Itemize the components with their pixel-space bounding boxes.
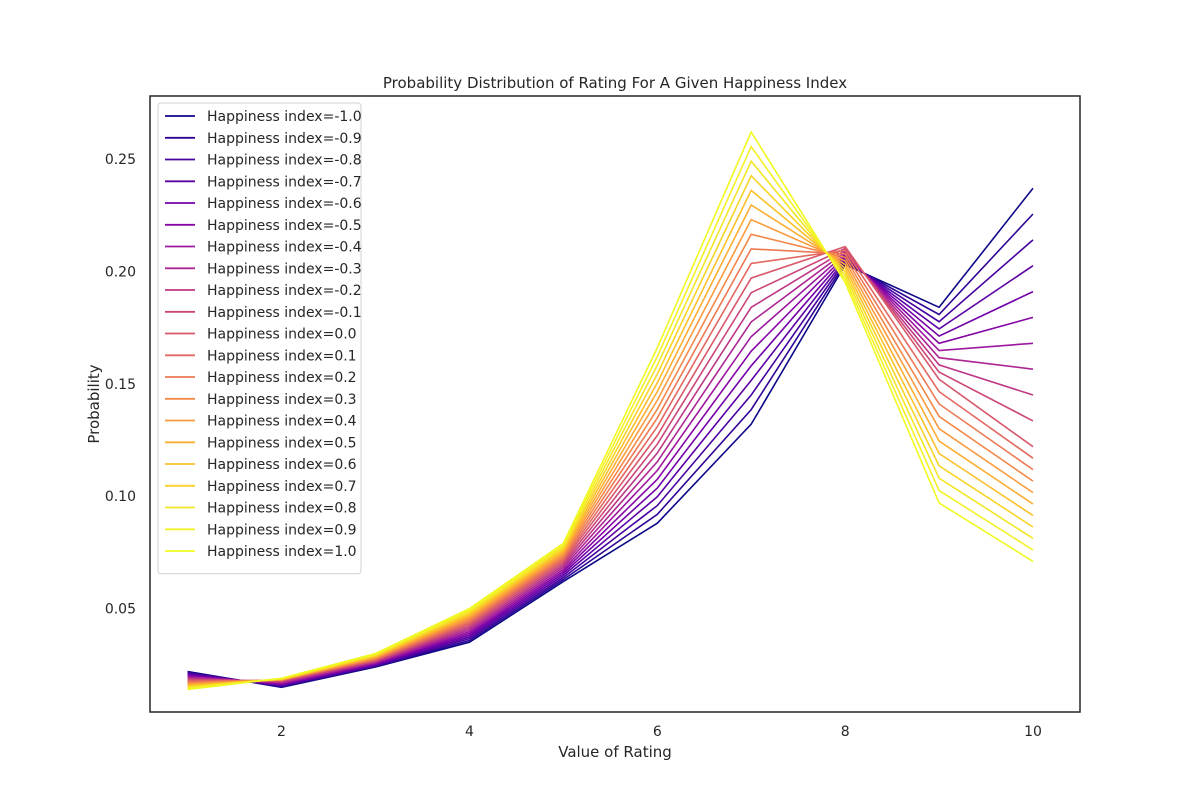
x-tick-label: 6 [653, 724, 662, 740]
y-tick-label: 0.05 [105, 602, 136, 618]
legend-label: Happiness index=0.7 [207, 479, 357, 495]
y-tick-label: 0.10 [105, 489, 136, 505]
legend-label: Happiness index=0.1 [207, 348, 357, 364]
x-tick-label: 10 [1024, 724, 1042, 740]
legend-label: Happiness index=0.4 [207, 414, 357, 430]
x-axis-label: Value of Rating [558, 743, 672, 761]
y-tick-label: 0.25 [105, 152, 136, 168]
x-tick-label: 2 [277, 724, 286, 740]
legend-label: Happiness index=0.3 [207, 392, 357, 408]
legend-label: Happiness index=-1.0 [207, 109, 362, 125]
x-axis-ticks: 2 4 6 8 10 [277, 724, 1042, 740]
chart-title: Probability Distribution of Rating For A… [383, 74, 847, 92]
x-tick-label: 8 [841, 724, 850, 740]
series-line-20 [187, 130, 1034, 691]
plot-frame [149, 95, 1081, 713]
legend-label: Happiness index=0.8 [207, 501, 357, 517]
legend-label: Happiness index=0.2 [207, 370, 357, 386]
legend-label: Happiness index=-0.6 [207, 196, 362, 212]
legend-label: Happiness index=-0.8 [207, 153, 362, 169]
legend: Happiness index=-1.0 Happiness index=-0.9… [157, 102, 362, 575]
legend-box [157, 102, 362, 575]
legend-label: Happiness index=-0.2 [207, 283, 362, 299]
legend-label: Happiness index=-0.5 [207, 218, 362, 234]
legend-label: Happiness index=-0.1 [207, 305, 362, 321]
legend-label: Happiness index=0.0 [207, 327, 357, 343]
y-axis-label: Probability [85, 364, 103, 443]
legend-label: Happiness index=1.0 [207, 544, 357, 560]
x-tick-label: 4 [465, 724, 474, 740]
legend-label: Happiness index=-0.3 [207, 261, 362, 277]
legend-label: Happiness index=0.5 [207, 435, 357, 451]
y-tick-label: 0.20 [105, 264, 136, 280]
legend-label: Happiness index=0.9 [207, 522, 357, 538]
legend-label: Happiness index=0.6 [207, 457, 357, 473]
legend-label: Happiness index=-0.9 [207, 131, 362, 147]
legend-label: Happiness index=-0.7 [207, 174, 362, 190]
series-lines [187, 130, 1034, 691]
y-axis-ticks: 0.05 0.10 0.15 0.20 0.25 [105, 152, 136, 618]
y-tick-label: 0.15 [105, 377, 136, 393]
legend-label: Happiness index=-0.4 [207, 240, 362, 256]
